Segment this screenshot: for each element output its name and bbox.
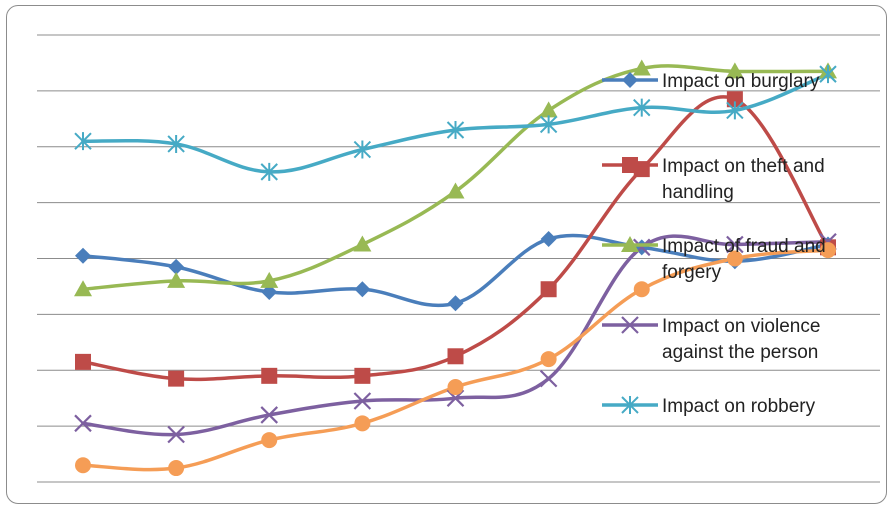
unlabeled-series-1-point-3 — [261, 432, 277, 448]
legend-item-5-label-1: Impact on robbery — [662, 396, 816, 417]
series-4-point-6 — [541, 371, 557, 387]
legend-item-2-marker — [622, 157, 638, 173]
series-2-point-3 — [261, 368, 277, 384]
series-1-point-6 — [541, 231, 557, 247]
legend-item-2-label-1: Impact on theft and — [662, 156, 825, 177]
series-2-point-1 — [75, 354, 91, 370]
series-3-point-4 — [353, 236, 371, 252]
series-1-point-1 — [75, 248, 91, 264]
legend: Impact on burglary Impact on theft and han… — [602, 71, 826, 417]
legend-item-4-label-1: Impact on violence — [662, 316, 820, 337]
legend-item-3-label-1: Impact of fraud and — [662, 236, 826, 257]
series-2-point-6 — [541, 281, 557, 297]
series-1-point-4 — [354, 281, 370, 297]
unlabeled-series-1-point-5 — [448, 379, 464, 395]
unlabeled-series-1-point-1 — [75, 457, 91, 473]
legend-item-1-label-1: Impact on burglary — [662, 71, 820, 92]
unlabeled-series-1-point-6 — [541, 351, 557, 367]
series-1-point-5 — [448, 295, 464, 311]
legend-item-3-label-2: forgery — [662, 262, 722, 283]
unlabeled-series-1-point-2 — [168, 460, 184, 476]
series-2-point-5 — [448, 348, 464, 364]
series-2-point-4 — [354, 368, 370, 384]
legend-item-4-label-2: against the person — [662, 342, 818, 363]
unlabeled-series-1-point-7 — [634, 281, 650, 297]
series-2-point-2 — [168, 371, 184, 387]
legend-item-2-label-2: handling — [662, 182, 734, 203]
unlabeled-series-1-point-4 — [354, 415, 370, 431]
series-3-point-6 — [540, 101, 558, 117]
